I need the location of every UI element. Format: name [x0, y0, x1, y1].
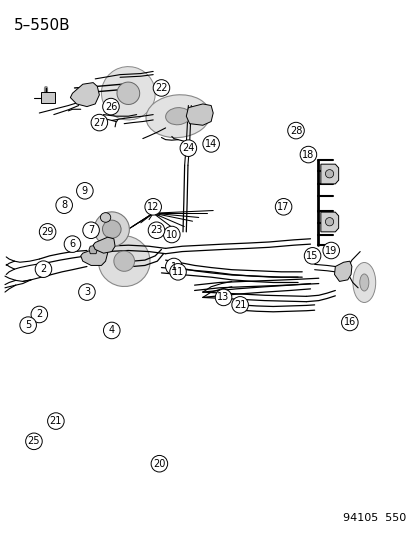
- Text: 26: 26: [104, 102, 117, 111]
- Circle shape: [20, 317, 36, 334]
- Ellipse shape: [100, 213, 111, 222]
- Ellipse shape: [114, 251, 134, 271]
- Circle shape: [165, 258, 182, 275]
- Circle shape: [103, 322, 120, 339]
- Text: 23: 23: [150, 225, 162, 235]
- Text: 28: 28: [289, 126, 301, 135]
- Ellipse shape: [359, 274, 368, 291]
- Circle shape: [325, 217, 333, 226]
- Ellipse shape: [98, 236, 150, 287]
- Circle shape: [35, 261, 52, 278]
- Text: 16: 16: [343, 318, 355, 327]
- FancyBboxPatch shape: [41, 92, 55, 103]
- Circle shape: [169, 263, 186, 280]
- Ellipse shape: [146, 95, 209, 138]
- Ellipse shape: [165, 108, 190, 125]
- Text: 29: 29: [41, 227, 54, 237]
- Text: 14: 14: [204, 139, 217, 149]
- Text: 22: 22: [155, 83, 167, 93]
- Circle shape: [31, 306, 47, 323]
- Text: 6: 6: [69, 239, 75, 249]
- Text: 9: 9: [82, 186, 88, 196]
- Text: 19: 19: [324, 246, 337, 255]
- Polygon shape: [320, 212, 338, 232]
- Text: 3: 3: [84, 287, 90, 297]
- Polygon shape: [320, 164, 338, 184]
- Text: 25: 25: [28, 437, 40, 446]
- Polygon shape: [186, 104, 213, 125]
- Circle shape: [47, 413, 64, 430]
- Text: 1: 1: [171, 262, 176, 271]
- Circle shape: [287, 122, 304, 139]
- Circle shape: [322, 242, 339, 259]
- Text: 94105  550: 94105 550: [342, 513, 405, 523]
- Circle shape: [304, 247, 320, 264]
- Circle shape: [325, 169, 333, 178]
- Text: 2: 2: [40, 264, 47, 274]
- Circle shape: [91, 114, 107, 131]
- Circle shape: [148, 222, 164, 239]
- Circle shape: [26, 433, 42, 450]
- Circle shape: [102, 98, 119, 115]
- Circle shape: [78, 284, 95, 301]
- Text: 8: 8: [61, 200, 67, 210]
- Circle shape: [83, 222, 99, 239]
- Text: 5–550B: 5–550B: [14, 18, 71, 33]
- Circle shape: [231, 296, 248, 313]
- Text: 12: 12: [147, 202, 159, 212]
- Polygon shape: [93, 237, 115, 253]
- Circle shape: [341, 314, 357, 331]
- Text: 21: 21: [233, 300, 246, 310]
- Circle shape: [153, 79, 169, 96]
- Circle shape: [39, 223, 56, 240]
- Circle shape: [151, 455, 167, 472]
- Ellipse shape: [117, 82, 139, 104]
- Circle shape: [299, 146, 316, 163]
- Polygon shape: [334, 261, 351, 281]
- Text: 4: 4: [109, 326, 114, 335]
- Text: 17: 17: [277, 202, 289, 212]
- Text: 15: 15: [306, 251, 318, 261]
- Polygon shape: [89, 245, 97, 254]
- Circle shape: [180, 140, 196, 157]
- Ellipse shape: [352, 263, 375, 303]
- Polygon shape: [70, 83, 99, 107]
- Text: 11: 11: [171, 267, 184, 277]
- Circle shape: [64, 236, 81, 253]
- Text: 27: 27: [93, 118, 105, 127]
- Circle shape: [215, 289, 231, 306]
- Text: 10: 10: [165, 230, 178, 239]
- Circle shape: [56, 197, 72, 214]
- Ellipse shape: [101, 67, 155, 120]
- Text: 7: 7: [88, 225, 94, 235]
- Text: 21: 21: [50, 416, 62, 426]
- Circle shape: [275, 198, 291, 215]
- Text: 18: 18: [301, 150, 314, 159]
- Ellipse shape: [94, 212, 129, 247]
- Ellipse shape: [102, 220, 121, 238]
- Text: 13: 13: [217, 293, 229, 302]
- Text: 20: 20: [153, 459, 165, 469]
- Text: 5: 5: [25, 320, 31, 330]
- Circle shape: [163, 226, 180, 243]
- Text: 2: 2: [36, 310, 43, 319]
- Polygon shape: [81, 246, 107, 265]
- Circle shape: [202, 135, 219, 152]
- Circle shape: [145, 198, 161, 215]
- Text: 24: 24: [182, 143, 194, 153]
- Circle shape: [76, 182, 93, 199]
